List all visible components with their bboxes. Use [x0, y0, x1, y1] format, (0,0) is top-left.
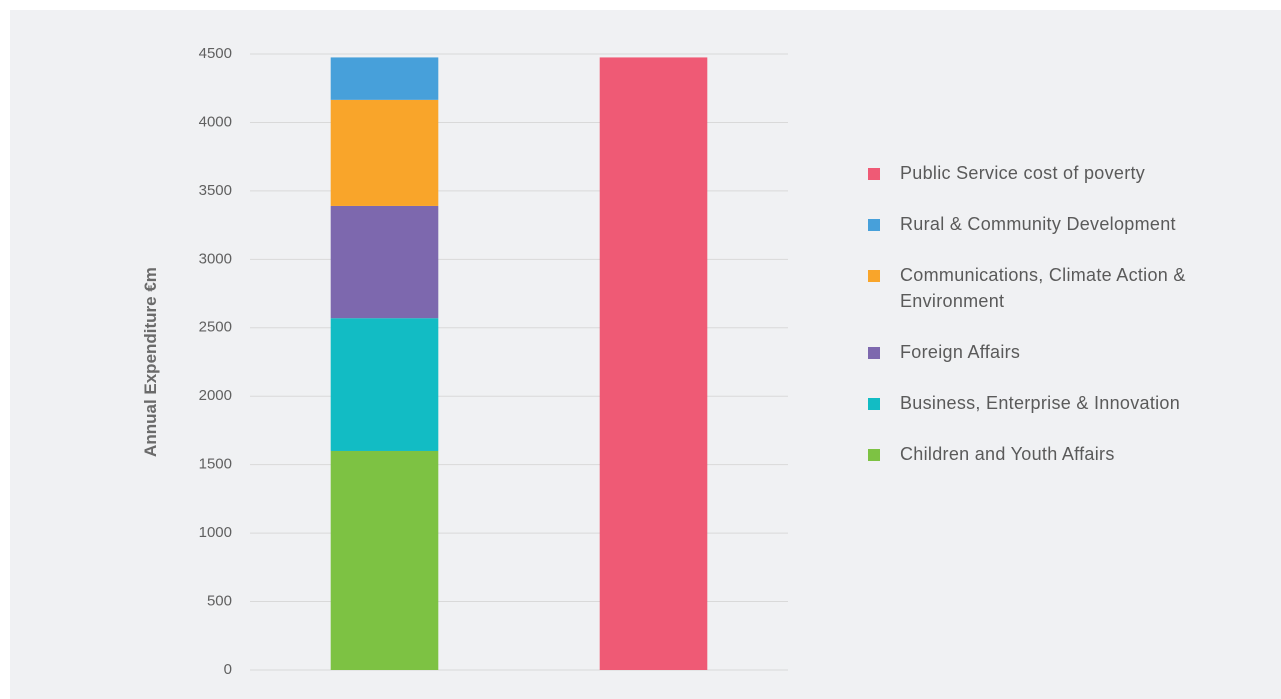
bar-segment — [330, 99, 439, 206]
y-tick-label: 1000 — [199, 524, 232, 541]
legend-swatch — [868, 219, 880, 231]
legend-swatch — [868, 398, 880, 410]
y-tick-label: 1500 — [199, 456, 232, 473]
legend-label: Communications, Climate Action & Environm… — [900, 265, 1186, 311]
legend-label: Public Service cost of poverty — [900, 163, 1145, 183]
y-tick-label: 4000 — [199, 113, 232, 130]
legend-line: Rural & Community Development — [900, 214, 1176, 234]
legend-line: Business, Enterprise & Innovation — [900, 393, 1180, 413]
legend-line: Communications, Climate Action & — [900, 265, 1186, 285]
y-tick-label: 3500 — [199, 182, 232, 199]
legend-line: Environment — [900, 291, 1004, 311]
bar-segment — [330, 450, 439, 670]
bar-segment — [599, 57, 708, 670]
bar-segment — [330, 57, 439, 100]
y-axis-label: Annual Expenditure €m — [141, 267, 160, 457]
legend-swatch — [868, 347, 880, 359]
legend-label: Children and Youth Affairs — [900, 444, 1115, 464]
y-tick-label: 4500 — [199, 45, 232, 62]
legend-swatch — [868, 449, 880, 461]
legend-swatch — [868, 168, 880, 180]
legend-label: Rural & Community Development — [900, 214, 1176, 234]
y-tick-label: 500 — [207, 593, 232, 610]
bar-segment — [330, 318, 439, 451]
legend-line: Public Service cost of poverty — [900, 163, 1145, 183]
legend-label: Business, Enterprise & Innovation — [900, 393, 1180, 413]
bar-segment — [330, 205, 439, 319]
legend-swatch — [868, 270, 880, 282]
legend-line: Children and Youth Affairs — [900, 444, 1115, 464]
y-tick-label: 2000 — [199, 387, 232, 404]
y-tick-label: 0 — [224, 661, 232, 678]
y-tick-label: 3000 — [199, 250, 232, 267]
legend-label: Foreign Affairs — [900, 342, 1020, 362]
y-tick-label: 2500 — [199, 319, 232, 336]
legend-line: Foreign Affairs — [900, 342, 1020, 362]
